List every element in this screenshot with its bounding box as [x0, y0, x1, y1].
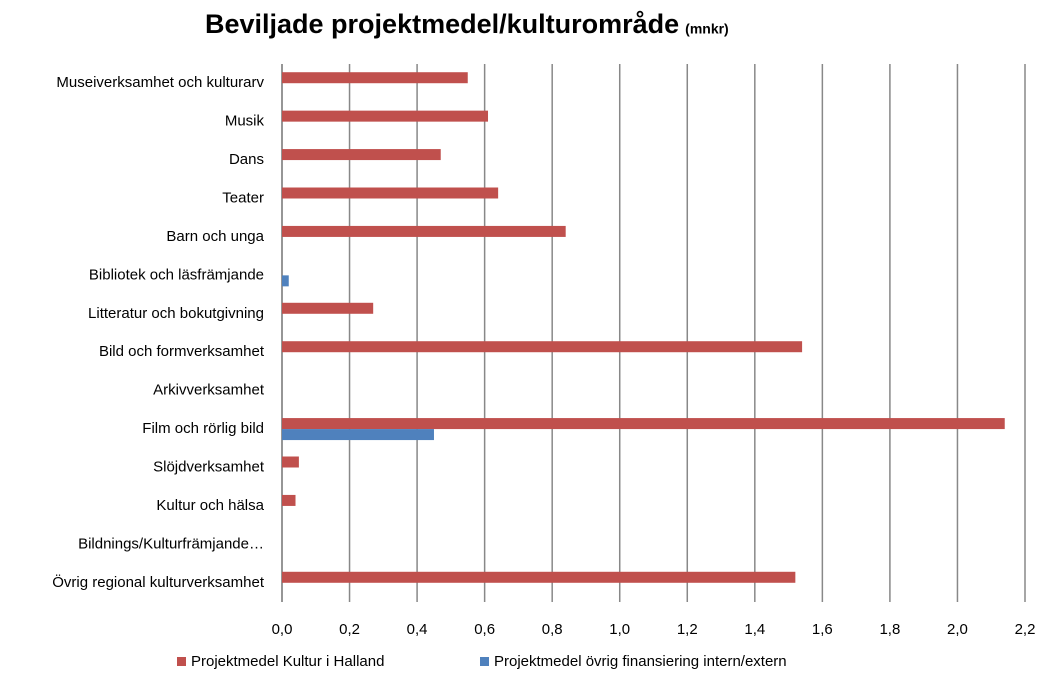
- x-tick-label: 0,4: [407, 621, 428, 638]
- y-tick-label: Bild och formverksamhet: [99, 343, 265, 360]
- y-tick-label: Arkivverksamhet: [153, 382, 265, 399]
- x-tick-label: 0,2: [339, 621, 360, 638]
- bar: [282, 571, 796, 583]
- x-tick-label: 0,8: [542, 621, 563, 638]
- x-tick-label: 1,4: [744, 621, 765, 638]
- bar: [282, 418, 1005, 430]
- chart-title: Beviljade projektmedel/kulturområde: [205, 9, 679, 39]
- chart-subtitle: (mnkr): [685, 21, 729, 37]
- x-tick-label: 1,8: [879, 621, 900, 638]
- y-tick-label: Museiverksamhet och kulturarv: [56, 74, 264, 91]
- y-tick-label: Övrig regional kulturverksamhet: [52, 573, 265, 591]
- bar: [282, 187, 499, 199]
- bar: [282, 429, 434, 441]
- x-tick-label: 1,6: [812, 621, 833, 638]
- y-tick-label: Dans: [229, 151, 264, 168]
- bar: [282, 302, 374, 314]
- legend-swatch: [480, 657, 489, 666]
- x-tick-label: 1,2: [677, 621, 698, 638]
- y-tick-label: Kultur och hälsa: [156, 497, 264, 514]
- x-tick-label: 0,6: [474, 621, 495, 638]
- y-tick-label: Slöjdverksamhet: [153, 458, 265, 475]
- bar: [282, 72, 468, 84]
- legend-swatch: [177, 657, 186, 666]
- x-tick-label: 2,0: [947, 621, 968, 638]
- bar: [282, 225, 566, 237]
- bar: [282, 341, 803, 353]
- y-tick-label: Barn och unga: [166, 228, 264, 245]
- y-tick-label: Teater: [222, 189, 264, 206]
- bar: [282, 149, 441, 161]
- bar: [282, 110, 489, 122]
- x-tick-label: 0,0: [272, 621, 293, 638]
- x-tick-label: 2,2: [1015, 621, 1036, 638]
- y-tick-label: Bildnings/Kulturfrämjande…: [78, 535, 264, 552]
- bar: [282, 456, 299, 468]
- y-tick-label: Musik: [225, 113, 265, 130]
- y-tick-label: Bibliotek och läsfrämjande: [89, 266, 264, 283]
- legend-label: Projektmedel övrig finansiering intern/e…: [494, 653, 787, 670]
- bar: [282, 275, 289, 287]
- x-tick-label: 1,0: [609, 621, 630, 638]
- y-tick-label: Litteratur och bokutgivning: [88, 305, 264, 322]
- legend-label: Projektmedel Kultur i Halland: [191, 653, 384, 670]
- bar: [282, 494, 296, 506]
- y-tick-label: Film och rörlig bild: [142, 420, 264, 437]
